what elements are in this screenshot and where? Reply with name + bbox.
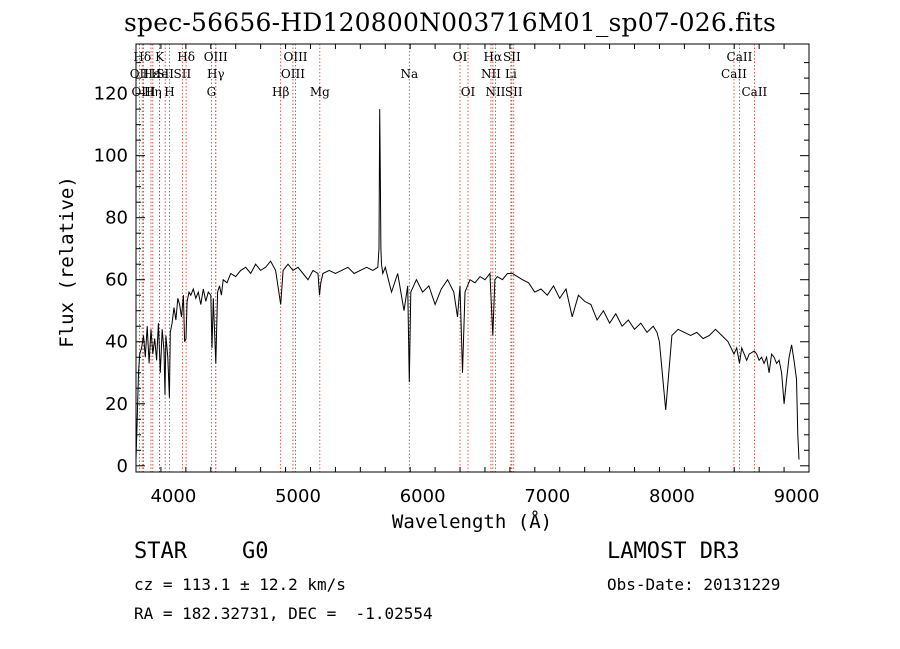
line-label-23: NII <box>481 67 501 81</box>
y-tick-label: 60 <box>105 270 128 291</box>
y-tick-label: 20 <box>105 394 128 415</box>
x-tick-label: 7000 <box>524 486 570 507</box>
line-label-0: Hδ <box>133 50 151 64</box>
line-label-11: OIII <box>204 50 228 64</box>
line-label-5: K <box>155 50 165 64</box>
y-tick-label: 120 <box>94 84 128 105</box>
plot-frame <box>135 43 810 473</box>
line-label-28: CaII <box>721 67 747 81</box>
axis-ticks <box>135 44 810 472</box>
x-tick-label: 9000 <box>774 486 820 507</box>
chart-title: spec-56656-HD120800N003716M01_sp07-026.f… <box>123 8 777 37</box>
line-label-26: SII <box>505 85 523 99</box>
line-label-1: OII <box>130 67 150 81</box>
object-subclass: G0 <box>242 539 269 564</box>
x-tick-label: 8000 <box>649 486 695 507</box>
line-label-12: Hγ <box>207 67 225 81</box>
line-label-7: SII <box>156 67 174 81</box>
line-label-18: Na <box>400 67 418 81</box>
observation-date: Obs-Date: 20131229 <box>607 575 781 594</box>
line-label-2: OIII <box>131 85 155 99</box>
line-label-17: Mg <box>310 85 330 99</box>
line-label-6: He <box>151 67 169 81</box>
line-label-22: SII <box>503 50 521 64</box>
line-label-25: NII <box>485 85 505 99</box>
spectrum-line <box>135 109 800 460</box>
y-tick-label: 80 <box>105 208 128 229</box>
survey-name: LAMOST DR3 <box>607 539 740 564</box>
line-label-27: CaII <box>727 50 753 64</box>
line-label-15: OIII <box>283 50 307 64</box>
line-label-24: Li <box>505 67 517 81</box>
y-axis-label: Flux (relative) <box>56 176 78 348</box>
x-tick-label: 5000 <box>275 486 321 507</box>
x-axis-label: Wavelength (Å) <box>392 510 552 533</box>
line-label-3: Hε <box>143 67 160 81</box>
y-tick-label: 40 <box>105 332 128 353</box>
line-label-19: OI <box>453 50 468 64</box>
line-label-10: SII <box>174 67 192 81</box>
spectral-line-markers <box>138 44 755 472</box>
y-tick-label: 0 <box>117 456 128 477</box>
line-label-8: H <box>164 85 174 99</box>
line-label-16: OIII <box>281 67 305 81</box>
ra-dec-coordinates: RA = 182.32731, DEC = -1.02554 <box>134 604 433 623</box>
x-tick-label: 4000 <box>150 486 196 507</box>
line-label-4: Hη <box>144 85 162 99</box>
y-tick-label: 100 <box>94 146 128 167</box>
redshift-cz: cz = 113.1 ± 12.2 km/s <box>134 575 346 594</box>
object-class: STAR <box>134 539 187 564</box>
line-label-20: OI <box>461 85 476 99</box>
line-label-29: CaII <box>741 85 767 99</box>
line-label-21: Hα <box>484 50 503 64</box>
line-label-9: Hδ <box>177 50 195 64</box>
line-label-14: Hβ <box>272 85 289 99</box>
x-tick-label: 6000 <box>400 486 446 507</box>
axis-tick-labels: 4000 5000 6000 7000 8000 9000 0 20 40 60 80 100 120 <box>94 84 820 507</box>
line-label-13: G <box>207 85 217 99</box>
